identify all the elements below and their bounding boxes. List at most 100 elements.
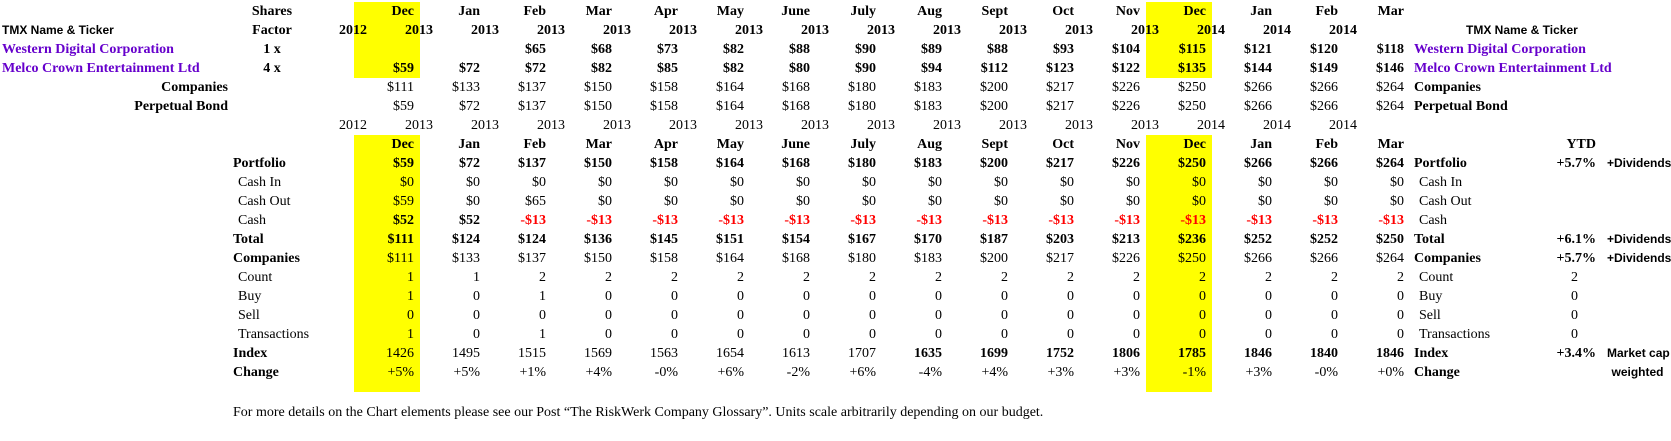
- value-cell: +4%: [981, 365, 1008, 380]
- value-cell: $120: [1310, 42, 1338, 57]
- row-label-right: Total: [1414, 232, 1445, 247]
- spacer-cell: [1520, 382, 1604, 392]
- value-cell: $0: [1060, 175, 1074, 190]
- month-header: May: [716, 137, 744, 152]
- year-header: 2012: [339, 21, 420, 40]
- spacer-cell: [420, 382, 486, 392]
- value-cell: 1: [354, 325, 420, 344]
- ytd-value: +5.7%: [1556, 156, 1596, 171]
- ytd-header: YTD: [1566, 137, 1596, 152]
- value-cell: $158: [650, 251, 678, 266]
- month-header: Feb: [523, 137, 546, 152]
- value-cell: -$13: [1378, 213, 1404, 228]
- month-header: Dec: [354, 2, 420, 21]
- value-cell: 0: [1146, 306, 1212, 325]
- value-cell: $0: [466, 175, 480, 190]
- month-header: June: [781, 137, 810, 152]
- value-cell: 0: [671, 308, 678, 323]
- row-label: Total: [233, 232, 264, 247]
- value-cell: 1515: [518, 346, 546, 361]
- value-cell: $183: [914, 251, 942, 266]
- value-cell: -$13: [982, 213, 1008, 228]
- spacer-cell: [1278, 382, 1344, 392]
- value-cell: 2: [1133, 270, 1140, 285]
- value-cell: $0: [1126, 175, 1140, 190]
- value-cell: +5%: [354, 363, 420, 382]
- value-cell: $226: [1112, 156, 1140, 171]
- value-cell: $65: [525, 42, 546, 57]
- value-cell: $136: [584, 232, 612, 247]
- month-header: Dec: [1146, 2, 1212, 21]
- value-cell: 0: [1133, 289, 1140, 304]
- shares-factor-value: [230, 78, 354, 97]
- year-header: 2013: [933, 23, 961, 38]
- month-header: Jan: [458, 137, 480, 152]
- value-cell: $266: [1310, 156, 1338, 171]
- value-cell: 0: [473, 289, 480, 304]
- value-cell: $0: [1258, 175, 1272, 190]
- value-cell: 0: [869, 308, 876, 323]
- year-header: 2013: [1131, 21, 1212, 40]
- value-cell: 0: [1067, 289, 1074, 304]
- value-cell: $183: [914, 99, 942, 114]
- row-label: Buy: [238, 289, 262, 304]
- value-cell: $89: [921, 42, 942, 57]
- spacer-cell: [486, 382, 552, 392]
- year-header: 2013: [405, 23, 433, 38]
- month-header: Nov: [1115, 137, 1140, 152]
- ytd-value: [1520, 211, 1604, 230]
- value-cell: $0: [1324, 175, 1338, 190]
- value-cell: 2: [1265, 270, 1272, 285]
- row-label: Index: [233, 346, 268, 361]
- value-cell: $59: [393, 99, 414, 114]
- spacer-cell: [1344, 382, 1410, 392]
- value-cell: $137: [518, 80, 546, 95]
- value-cell: 0: [1331, 289, 1338, 304]
- value-cell: 0: [935, 327, 942, 342]
- value-cell: $52: [354, 211, 420, 230]
- spacer-cell: [882, 382, 948, 392]
- month-header: Apr: [653, 4, 678, 19]
- value-cell: $137: [518, 156, 546, 171]
- value-cell: 1: [473, 270, 480, 285]
- value-cell: $0: [928, 175, 942, 190]
- value-cell: 0: [1133, 308, 1140, 323]
- value-cell: $146: [1376, 61, 1404, 76]
- shares-factor-value: 1 x: [263, 42, 281, 57]
- spacer-cell: [1410, 116, 1520, 135]
- value-cell: $252: [1244, 232, 1272, 247]
- value-cell: $167: [848, 232, 876, 247]
- row-label-right: Cash In: [1419, 175, 1463, 190]
- value-cell: $90: [855, 42, 876, 57]
- row-label-right: Count: [1419, 270, 1454, 285]
- value-cell: $164: [716, 80, 744, 95]
- value-cell: -$13: [916, 213, 942, 228]
- ytd-value: [1520, 363, 1604, 382]
- value-cell: -$13: [1114, 213, 1140, 228]
- value-cell: $0: [1146, 173, 1212, 192]
- year-header: 2013: [669, 118, 697, 133]
- value-cell: +3%: [1047, 365, 1074, 380]
- value-cell: $82: [723, 61, 744, 76]
- value-cell: 0: [869, 289, 876, 304]
- year-header: 2013: [867, 23, 895, 38]
- year-header: 2013: [801, 118, 829, 133]
- value-cell: $158: [650, 80, 678, 95]
- value-cell: 0: [935, 308, 942, 323]
- value-cell: $0: [862, 175, 876, 190]
- value-cell: $59: [354, 59, 420, 78]
- value-cell: $200: [980, 251, 1008, 266]
- row-label-right: Companies: [1414, 251, 1481, 266]
- value-cell: -0%: [1314, 365, 1338, 380]
- spacer-cell: [618, 382, 684, 392]
- month-header: Jan: [458, 4, 480, 19]
- value-cell: -$13: [718, 213, 744, 228]
- value-cell: 0: [1001, 289, 1008, 304]
- value-cell: 0: [1146, 325, 1212, 344]
- ytd-value: 2: [1571, 270, 1578, 285]
- value-cell: 2: [539, 270, 546, 285]
- row-label: Cash Out: [238, 194, 291, 209]
- value-cell: $121: [1244, 42, 1272, 57]
- year-header: 2012: [339, 118, 367, 133]
- month-header: Oct: [1052, 4, 1074, 19]
